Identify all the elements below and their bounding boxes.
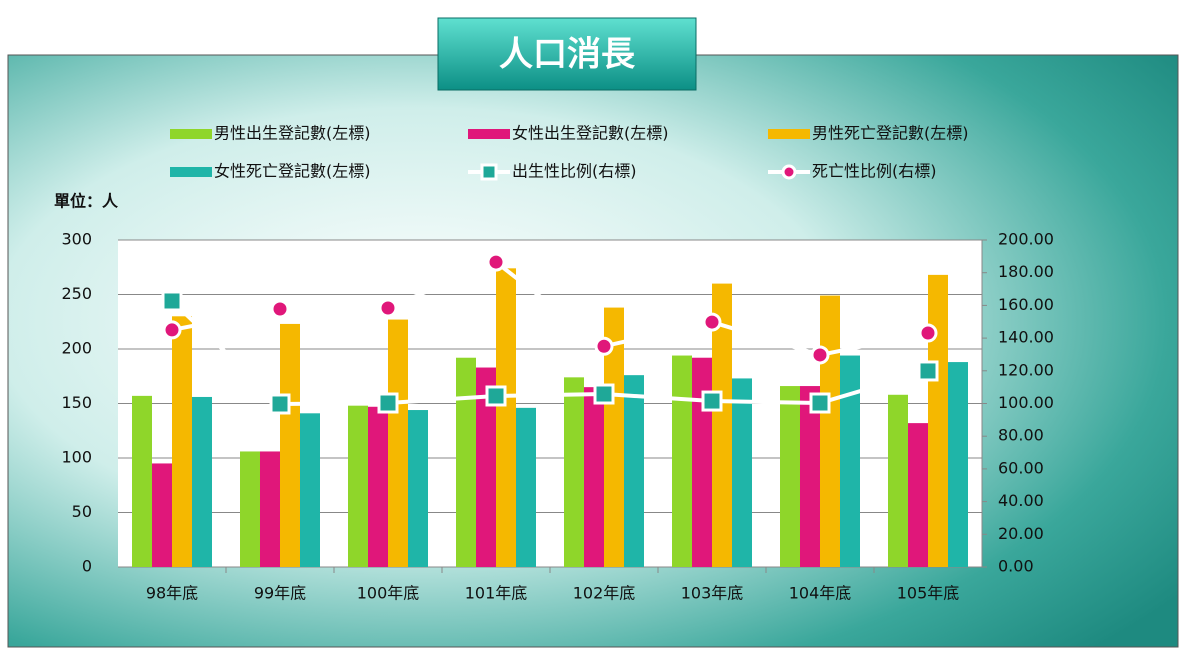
- marker: [809, 392, 831, 414]
- x-tick-label: 102年底: [573, 584, 636, 603]
- line: [170, 299, 929, 406]
- marker: [701, 390, 723, 412]
- y2-tick-label: 120.00: [998, 360, 1054, 379]
- bar: [408, 410, 428, 567]
- bar: [820, 295, 840, 567]
- legend-label: 出生性比例(右標): [512, 162, 637, 181]
- bar: [516, 407, 536, 567]
- marker: [378, 298, 398, 318]
- marker: [485, 385, 507, 407]
- legend-label: 男性死亡登記數(左標): [812, 124, 969, 143]
- title-box: [437, 17, 697, 91]
- bar: [132, 395, 152, 567]
- unit-label: 單位：人: [54, 192, 119, 211]
- y2-tick-label: 100.00: [998, 393, 1054, 412]
- bar: [908, 423, 928, 567]
- bar: [948, 362, 968, 567]
- line: [171, 259, 929, 358]
- x-tick-label: 105年底: [897, 584, 960, 603]
- bar: [604, 307, 624, 567]
- bar: [368, 406, 388, 567]
- bar: [672, 355, 692, 567]
- marker: [377, 392, 399, 414]
- legend-label: 女性死亡登記數(左標): [214, 162, 371, 181]
- legend-swatch: [170, 167, 212, 177]
- bar: [692, 357, 712, 567]
- y-tick-label: 250: [61, 284, 92, 303]
- marker: [162, 320, 182, 340]
- legend-swatch: [170, 129, 212, 139]
- bar: [712, 283, 732, 567]
- marker: [161, 290, 183, 312]
- y2-tick-label: 160.00: [998, 295, 1054, 314]
- bar: [348, 405, 368, 567]
- bar: [624, 375, 644, 567]
- legend-marker: [781, 164, 797, 180]
- y2-tick-label: 180.00: [998, 262, 1054, 281]
- marker: [486, 252, 506, 272]
- marker: [269, 393, 291, 415]
- y-tick-label: 0: [82, 557, 92, 576]
- legend-swatch: [468, 129, 510, 139]
- bar: [192, 396, 212, 567]
- bar: [840, 355, 860, 567]
- y2-tick-label: 60.00: [998, 458, 1044, 477]
- y-tick-label: 150: [61, 393, 92, 412]
- bar: [388, 319, 408, 567]
- x-tick-label: 99年底: [254, 584, 306, 603]
- marker: [918, 323, 938, 343]
- bar: [152, 463, 172, 567]
- bar: [456, 357, 476, 567]
- legend-label: 死亡性比例(右標): [812, 162, 937, 181]
- legend-swatch: [768, 129, 810, 139]
- y2-tick-label: 20.00: [998, 524, 1044, 543]
- marker: [594, 336, 614, 356]
- bar: [584, 387, 604, 567]
- x-tick-label: 100年底: [357, 584, 420, 603]
- y-tick-label: 200: [61, 339, 92, 358]
- marker: [270, 299, 290, 319]
- chart-title: 人口消長: [499, 35, 636, 75]
- bar: [888, 394, 908, 567]
- marker: [810, 345, 830, 365]
- bar: [260, 451, 280, 567]
- x-tick-label: 104年底: [789, 584, 852, 603]
- bar: [300, 413, 320, 567]
- y-tick-label: 300: [61, 230, 92, 249]
- y2-tick-label: 80.00: [998, 426, 1044, 445]
- legend-label: 女性出生登記數(左標): [512, 124, 669, 143]
- bar: [732, 378, 752, 567]
- bar: [496, 268, 516, 567]
- y2-tick-label: 140.00: [998, 328, 1054, 347]
- marker: [593, 383, 615, 405]
- x-tick-label: 103年底: [681, 584, 744, 603]
- marker: [702, 312, 722, 332]
- legend-marker: [480, 163, 498, 181]
- bar: [172, 316, 192, 567]
- marker: [917, 360, 939, 382]
- x-tick-label: 101年底: [465, 584, 528, 603]
- y-tick-label: 50: [72, 502, 92, 521]
- bar: [928, 274, 948, 567]
- bar: [280, 323, 300, 567]
- legend-label: 男性出生登記數(左標): [214, 124, 371, 143]
- bar: [564, 377, 584, 567]
- bar: [476, 367, 496, 567]
- bar: [800, 386, 820, 567]
- y-tick-label: 100: [61, 448, 92, 467]
- bar: [240, 451, 260, 567]
- x-tick-label: 98年底: [146, 584, 198, 603]
- y2-tick-label: 0.00: [998, 557, 1034, 576]
- y2-tick-label: 200.00: [998, 230, 1054, 249]
- y2-tick-label: 40.00: [998, 491, 1044, 510]
- bar: [780, 386, 800, 567]
